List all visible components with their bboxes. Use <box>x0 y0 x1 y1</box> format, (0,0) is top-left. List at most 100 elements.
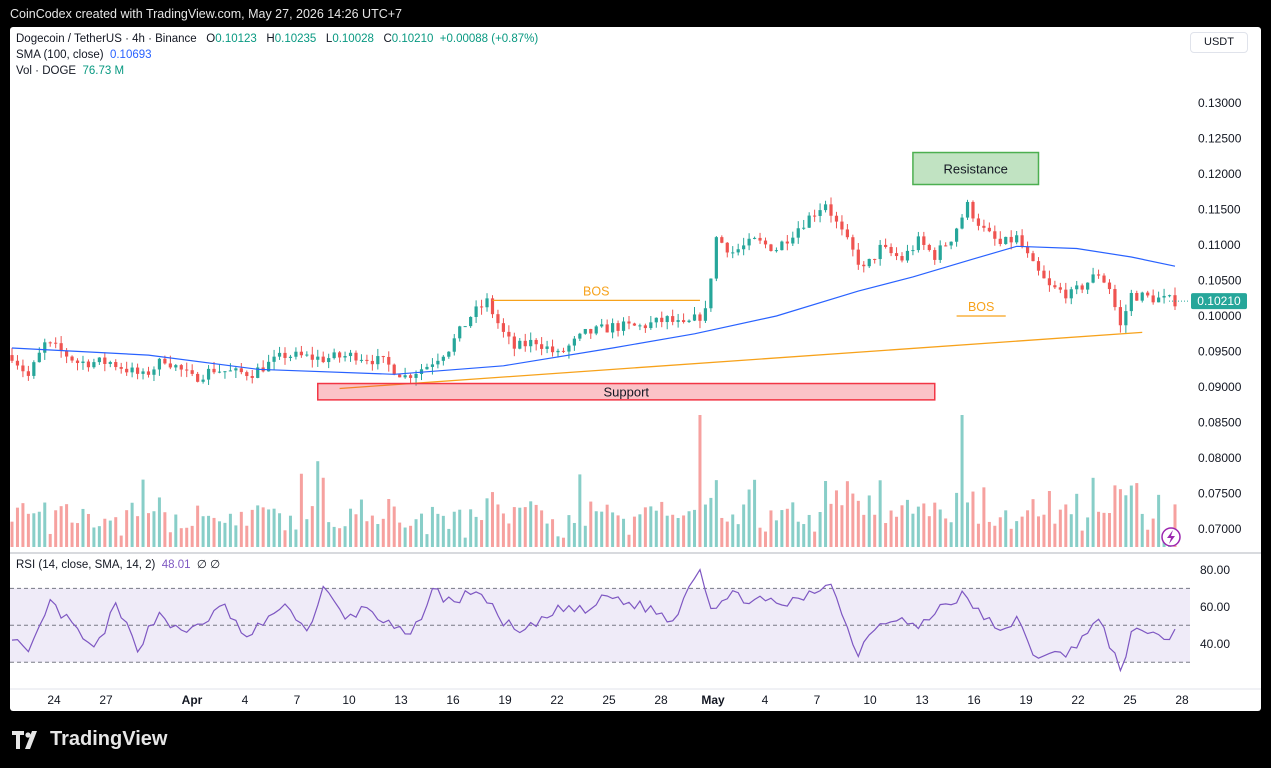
candle[interactable] <box>343 351 347 362</box>
support-trendline[interactable] <box>339 331 1143 390</box>
candle[interactable] <box>518 338 522 350</box>
currency-button[interactable]: USDT <box>1190 32 1248 53</box>
candle[interactable] <box>638 323 642 331</box>
candle[interactable] <box>97 357 101 365</box>
candle[interactable] <box>141 368 145 380</box>
candle[interactable] <box>174 363 178 372</box>
candle[interactable] <box>692 306 697 322</box>
candle[interactable] <box>720 235 724 244</box>
candle[interactable] <box>1025 241 1030 258</box>
candle[interactable] <box>474 300 478 323</box>
candle[interactable] <box>600 318 604 328</box>
resistance-zone[interactable] <box>912 151 1040 186</box>
candle[interactable] <box>665 315 669 330</box>
candle[interactable] <box>201 374 205 384</box>
candle[interactable] <box>703 300 708 323</box>
volume-legend[interactable]: Vol · DOGE 76.73 M <box>16 65 124 77</box>
candle[interactable] <box>283 347 287 365</box>
candle[interactable] <box>92 358 96 369</box>
candle[interactable] <box>1047 270 1052 292</box>
candle[interactable] <box>108 360 112 368</box>
candle[interactable] <box>862 261 866 273</box>
candle[interactable] <box>458 325 462 342</box>
candle[interactable] <box>507 325 511 345</box>
candle[interactable] <box>294 347 298 360</box>
candle[interactable] <box>157 357 162 376</box>
rsi-legend[interactable]: RSI (14, close, SMA, 14, 2) 48.01 ∅ ∅ <box>16 557 220 571</box>
candle[interactable] <box>796 221 800 244</box>
support-zone[interactable] <box>317 382 936 401</box>
candle[interactable] <box>884 238 888 249</box>
candle[interactable] <box>807 212 811 228</box>
candle[interactable] <box>1157 291 1161 303</box>
candle[interactable] <box>1096 269 1101 279</box>
candle[interactable] <box>135 363 140 380</box>
candle[interactable] <box>578 332 582 342</box>
candle[interactable] <box>485 293 489 312</box>
candle[interactable] <box>1015 231 1019 245</box>
candle[interactable] <box>774 247 779 253</box>
candle[interactable] <box>933 247 937 265</box>
candle[interactable] <box>146 366 151 378</box>
candle[interactable] <box>130 362 134 378</box>
candle[interactable] <box>905 244 910 263</box>
candle[interactable] <box>15 355 20 370</box>
candle[interactable] <box>987 222 991 233</box>
candle[interactable] <box>21 359 25 378</box>
candle[interactable] <box>971 200 975 222</box>
candle[interactable] <box>452 333 456 356</box>
candle[interactable] <box>654 317 658 328</box>
candle[interactable] <box>392 363 396 376</box>
candle[interactable] <box>32 360 36 379</box>
candle[interactable] <box>114 359 118 371</box>
candle[interactable] <box>873 258 877 264</box>
candle[interactable] <box>408 373 413 384</box>
candle[interactable] <box>976 213 981 231</box>
candle[interactable] <box>954 227 959 247</box>
candle[interactable] <box>791 231 795 246</box>
candle[interactable] <box>621 317 626 336</box>
candle[interactable] <box>10 347 14 364</box>
candle[interactable] <box>982 219 986 232</box>
candle[interactable] <box>288 354 293 362</box>
candle[interactable] <box>752 236 757 240</box>
candle[interactable] <box>938 240 942 263</box>
candle[interactable] <box>993 225 997 246</box>
candle[interactable] <box>316 349 320 367</box>
candle[interactable] <box>59 336 63 358</box>
candle[interactable] <box>949 241 953 250</box>
candle[interactable] <box>611 318 615 339</box>
candle[interactable] <box>86 359 91 372</box>
candle[interactable] <box>185 362 189 378</box>
candle[interactable] <box>310 346 314 368</box>
candle[interactable] <box>299 345 303 358</box>
candle[interactable] <box>687 319 691 324</box>
candle[interactable] <box>26 365 30 381</box>
last-price-tag[interactable] <box>1191 293 1247 310</box>
candle[interactable] <box>381 355 385 363</box>
candle[interactable] <box>965 199 970 220</box>
candle[interactable] <box>1167 294 1172 298</box>
candle[interactable] <box>681 313 686 324</box>
candle[interactable] <box>179 364 183 377</box>
candle[interactable] <box>75 358 80 371</box>
candle[interactable] <box>1118 300 1122 333</box>
candle[interactable] <box>245 370 249 381</box>
candle[interactable] <box>398 373 402 378</box>
candle[interactable] <box>1151 289 1155 305</box>
candle[interactable] <box>1129 289 1133 317</box>
candle[interactable] <box>1004 236 1008 245</box>
candle[interactable] <box>1173 287 1177 311</box>
candle[interactable] <box>998 231 1002 247</box>
candle[interactable] <box>1069 286 1073 305</box>
candle[interactable] <box>1113 284 1117 311</box>
candle[interactable] <box>1107 279 1112 295</box>
candle[interactable] <box>267 354 271 372</box>
candle[interactable] <box>387 351 391 372</box>
candle[interactable] <box>436 353 440 369</box>
candle[interactable] <box>1036 257 1041 276</box>
candle[interactable] <box>867 258 871 269</box>
candle[interactable] <box>370 354 374 371</box>
candle[interactable] <box>196 371 200 383</box>
candle[interactable] <box>512 332 516 357</box>
